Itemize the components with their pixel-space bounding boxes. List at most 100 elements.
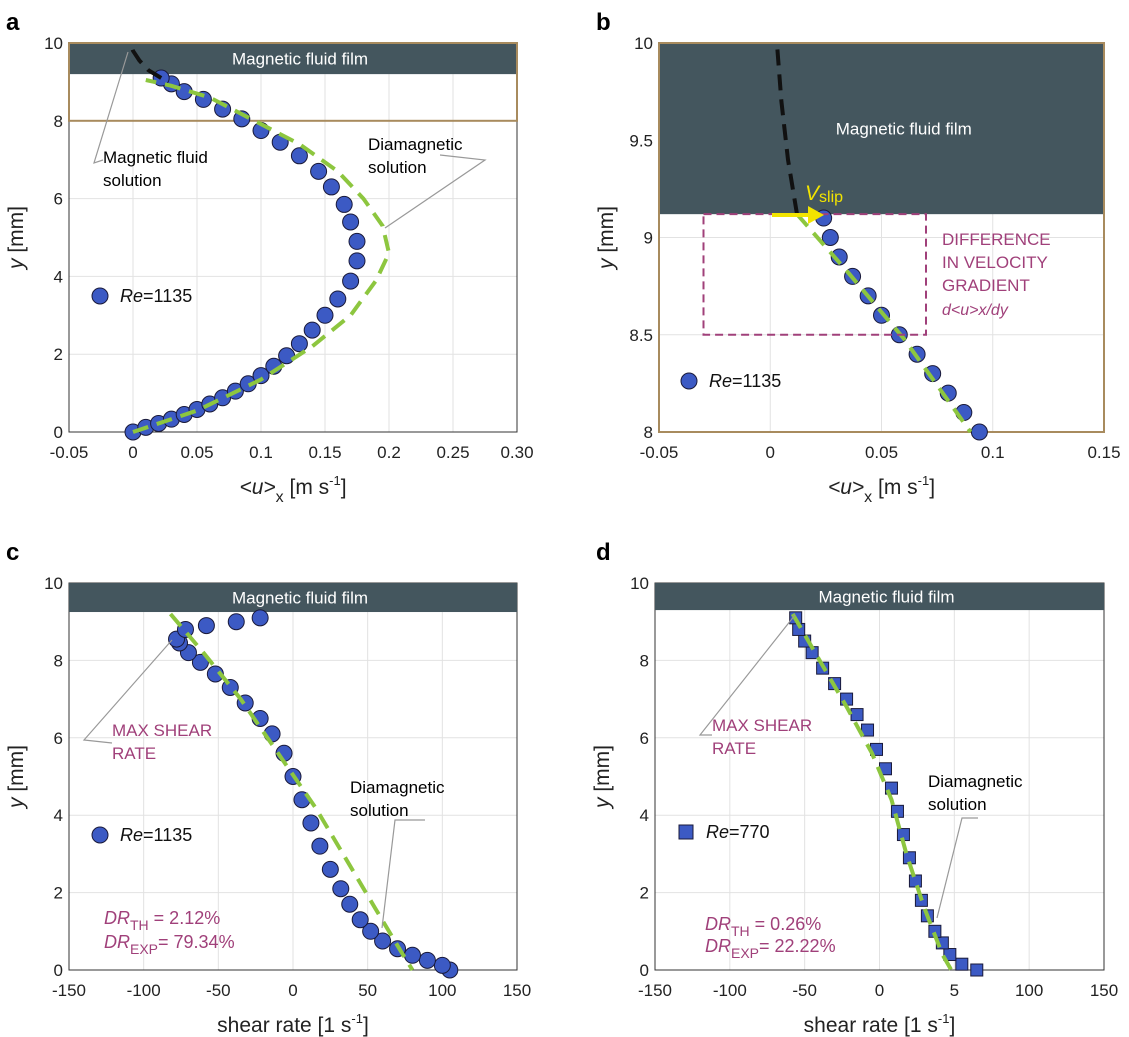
gradient-formula: d<u>x/dy: [942, 302, 1009, 319]
data-point: [433, 956, 451, 974]
legend: Re=770: [678, 822, 770, 842]
series-markers: [168, 609, 459, 979]
y-axis-label: y [mm]: [595, 206, 618, 271]
annotation-leader: [93, 51, 129, 164]
y-axis-label: y [mm]: [591, 745, 614, 810]
y-tick-label: 2: [640, 884, 649, 903]
y-tick-label: 4: [640, 806, 649, 825]
annotation-leader: [82, 639, 173, 744]
annotation-leader: [698, 614, 796, 736]
y-tick-label: 8: [644, 423, 653, 442]
y-tick-label: 10: [44, 34, 63, 53]
data-point: [342, 213, 360, 231]
legend: Re=1135: [91, 825, 192, 845]
film-label: Magnetic fluid film: [836, 120, 972, 139]
y-tick-label: 6: [54, 190, 63, 209]
vslip-arrow-head: [808, 206, 824, 224]
axes-frame: [68, 42, 518, 433]
data-point: [332, 880, 350, 898]
legend-marker: [91, 826, 109, 844]
data-point: [850, 708, 864, 722]
x-tick-label: 0: [128, 443, 137, 462]
x-tick-label: 100: [428, 981, 456, 1000]
data-point: [311, 837, 329, 855]
data-point: [302, 814, 320, 832]
y-tick-label: 8: [54, 651, 63, 670]
x-axis-label-exp: -1: [351, 1011, 363, 1026]
film-label: Magnetic fluid film: [232, 50, 368, 69]
y-axis-label-unit: [mm]: [591, 745, 614, 792]
x-tick-labels: -0.05 0 0.05 0.1 0.15 0.2 0.25 0.30: [50, 443, 534, 462]
grid: [68, 42, 518, 433]
film-band: [69, 43, 517, 75]
x-axis-label: shear rate [1 s-1]: [217, 1011, 369, 1037]
x-tick-label: -0.05: [640, 443, 679, 462]
panel-letter-a: a: [6, 9, 20, 36]
y-axis-label: y [mm]: [5, 206, 28, 271]
region-box: [68, 42, 518, 122]
x-tick-labels: -0.05 0 0.05 0.1 0.15: [640, 443, 1121, 462]
panel-c: c Magnetic fluid film-150 -100 -50 0 50 100 15…: [5, 539, 531, 1037]
data-point: [418, 951, 436, 969]
x-axis-label-var: <u>: [828, 476, 864, 499]
y-axis-label: y [mm]: [5, 745, 28, 810]
x-tick-label: -150: [638, 981, 672, 1000]
panel-d: d Magnetic fluid film-150 -100 -50 0 5 100 150…: [591, 539, 1118, 1037]
y-tick-label: 10: [630, 574, 649, 593]
y-axis-label-var: y: [595, 257, 618, 271]
film-label: Magnetic fluid film: [232, 589, 368, 608]
annotations: Magnetic fluid solution Diamagnetic solutio…: [93, 51, 487, 229]
annotation-max-shear: MAX SHEAR RATE: [112, 721, 212, 763]
data-point: [821, 229, 839, 246]
x-tick-label: -100: [713, 981, 747, 1000]
annotation-max-shear: MAX SHEAR RATE: [712, 716, 812, 758]
x-axis-label-close: ]: [929, 476, 935, 499]
data-point: [251, 609, 269, 627]
y-axis-label-unit: [mm]: [5, 206, 28, 253]
x-axis-label-close: ]: [341, 476, 347, 499]
film-label: Magnetic fluid film: [818, 588, 954, 607]
x-axis-label-sub: x: [276, 489, 284, 506]
annotation-diamagnetic: Diamagnetic solution: [350, 778, 445, 820]
x-axis-label-close: ]: [949, 1014, 955, 1037]
legend-marker: [678, 824, 694, 840]
data-point: [322, 178, 340, 196]
x-axis-label-exp: -1: [938, 1011, 950, 1026]
y-tick-label: 6: [54, 729, 63, 748]
x-tick-label: 0.1: [249, 443, 273, 462]
y-axis-label-var: y: [5, 257, 28, 271]
annotation-leader: [384, 154, 487, 229]
annotation-magnetic-fluid: Magnetic fluid solution: [103, 148, 208, 190]
series-markers: [124, 69, 366, 441]
y-tick-labels: 0 2 4 6 8 10: [44, 34, 63, 442]
series-dashed-line: [132, 78, 392, 434]
panel-letter-c: c: [6, 539, 19, 566]
data-point: [943, 948, 957, 962]
legend-marker: [91, 287, 109, 305]
y-tick-label: 10: [44, 574, 63, 593]
x-tick-labels: -150 -100 -50 0 50 100 150: [52, 981, 531, 1000]
x-axis-label-unit: [m s: [872, 476, 918, 499]
data-point: [206, 665, 224, 683]
difference-annotation: DIFFERENCE IN VELOCITY GRADIENT: [942, 230, 1051, 295]
y-tick-label: 2: [54, 345, 63, 364]
y-tick-label: 6: [640, 729, 649, 748]
series-dashed-line: [795, 212, 973, 434]
x-tick-label: 0: [288, 981, 297, 1000]
data-point: [908, 874, 922, 888]
x-axis-label-close: ]: [363, 1014, 369, 1037]
x-tick-label: -0.05: [50, 443, 89, 462]
annotation-leader: [936, 817, 978, 919]
data-point: [290, 335, 308, 353]
panel-a: a Magnetic fluid film-0.05 0 0.05 0.1 0.15 0.…: [5, 9, 534, 506]
x-axis-label: shear rate [1 s-1]: [804, 1011, 956, 1037]
data-point: [362, 922, 380, 940]
x-tick-label: 0.25: [436, 443, 469, 462]
legend: Re=1135: [91, 286, 192, 306]
data-point: [351, 911, 369, 929]
x-axis-label-exp: -1: [329, 473, 341, 488]
y-tick-label: 0: [54, 423, 63, 442]
x-tick-label: -100: [127, 981, 161, 1000]
diamagnetic-solution-line: [132, 78, 392, 434]
